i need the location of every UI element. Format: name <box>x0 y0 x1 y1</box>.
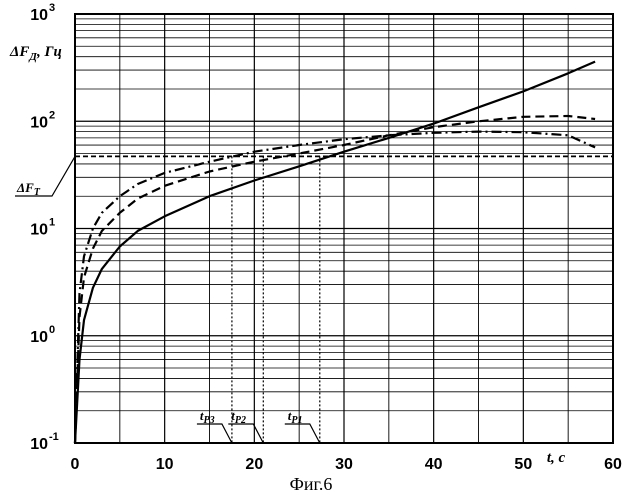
y-tick-label: 10 <box>30 329 48 346</box>
y-axis-label-main: ΔF <box>9 44 29 60</box>
y-axis-label: ΔFД, Гц <box>9 44 62 63</box>
y-tick-label: 10 <box>30 114 48 131</box>
x-tick-label: 40 <box>425 456 443 470</box>
y-tick-label: 10 <box>30 222 48 239</box>
y-tick-label: 10 <box>30 436 48 453</box>
x-tick-label: 10 <box>156 456 174 470</box>
x-tick-label: 0 <box>71 456 80 470</box>
x-axis-label: t, c <box>547 450 566 466</box>
annotation-leader <box>197 424 232 443</box>
y-tick-exponent: 2 <box>49 109 55 121</box>
annotation-leader <box>285 424 320 443</box>
x-tick-label: 60 <box>604 456 622 470</box>
y-tick-exponent: -1 <box>49 431 59 443</box>
x-tick-label: 20 <box>245 456 263 470</box>
x-tick-label: 50 <box>514 456 532 470</box>
y-axis-ticks: 10-1100101102103 <box>30 2 59 453</box>
series-line-long-dash <box>75 116 595 443</box>
x-axis-ticks: 0 10 20 30 40 50 60 <box>71 456 622 470</box>
series-line-dash-dot <box>75 132 595 443</box>
annotations: ΔFTtP3tP2tP1 <box>15 156 320 443</box>
figure-caption: Фиг.6 <box>0 474 622 495</box>
annotation-label: ΔFT <box>16 180 41 198</box>
grid <box>75 14 613 443</box>
log-line-chart: 0102030405060 10-1100101102103 ΔFTtP3tP2… <box>0 0 622 470</box>
y-tick-label: 10 <box>30 7 48 24</box>
annotation-leader <box>228 424 263 443</box>
y-tick-exponent: 1 <box>49 217 55 229</box>
marker-lines <box>232 156 320 443</box>
y-tick-exponent: 3 <box>49 2 55 14</box>
x-tick-label: 30 <box>335 456 353 470</box>
y-axis-label-unit: , Гц <box>36 44 62 60</box>
y-tick-exponent: 0 <box>49 324 55 336</box>
